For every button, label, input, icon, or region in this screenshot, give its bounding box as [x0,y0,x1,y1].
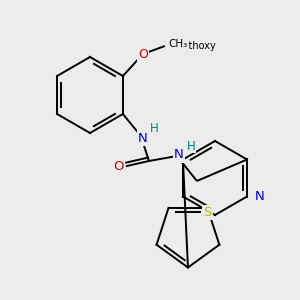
Text: methoxy: methoxy [173,41,216,51]
Text: S: S [203,206,212,219]
Text: O: O [114,160,124,172]
Text: H: H [149,122,158,136]
Text: N: N [138,131,148,145]
Text: CH₃: CH₃ [168,39,187,49]
Text: N: N [174,148,184,161]
Text: O: O [138,47,148,61]
Text: H: H [187,140,195,152]
Text: N: N [255,190,265,203]
